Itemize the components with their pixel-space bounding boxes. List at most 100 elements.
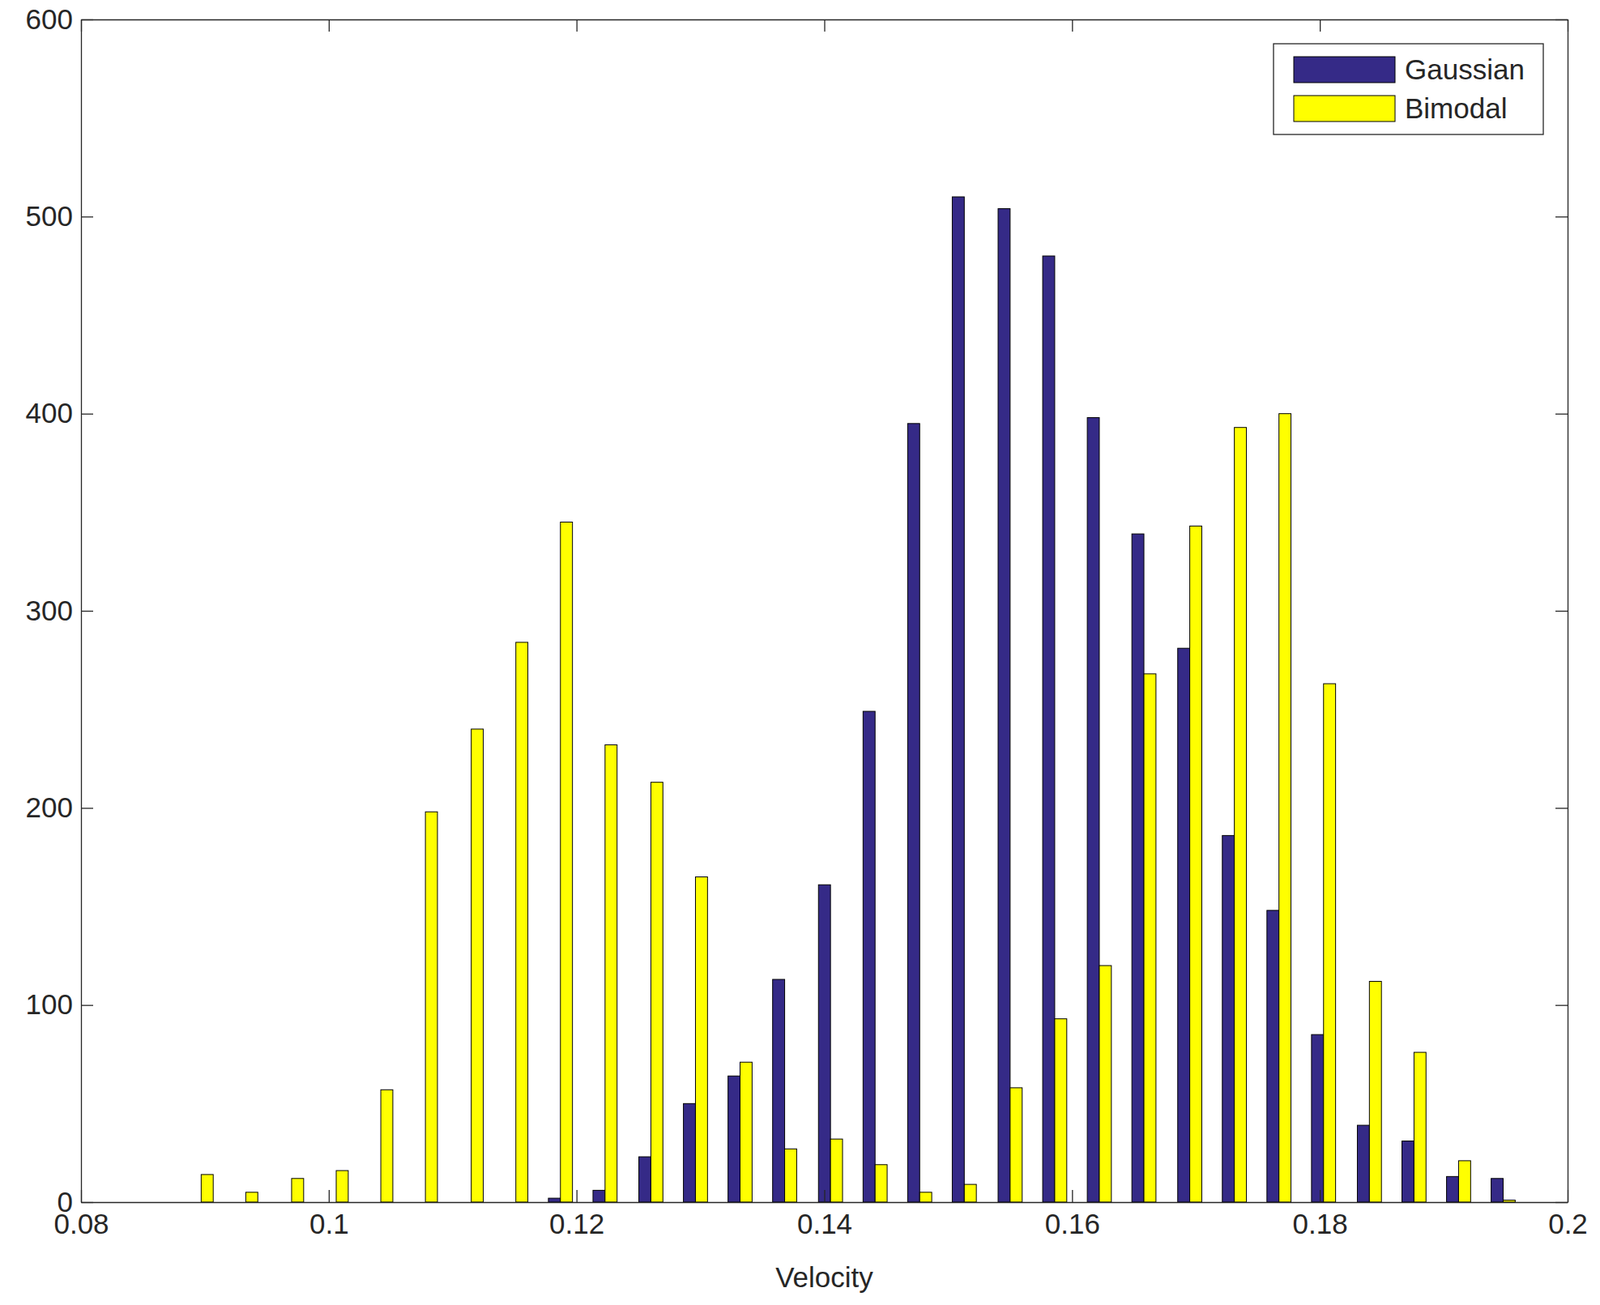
bar: [998, 209, 1011, 1203]
tick: 600: [25, 3, 94, 35]
tick-mark: [81, 413, 94, 415]
tick: 200: [25, 791, 94, 824]
tick-mark: [1071, 1190, 1073, 1203]
tick: [328, 19, 330, 32]
bar: [772, 979, 786, 1203]
tick: 0: [57, 1186, 94, 1218]
bar: [785, 1148, 798, 1203]
tick-label: 0.18: [1292, 1207, 1349, 1240]
tick-mark: [1319, 1190, 1321, 1203]
axis-line: [1567, 20, 1569, 1204]
bar: [1222, 835, 1235, 1203]
tick: [1555, 1202, 1568, 1204]
bar: [560, 522, 573, 1204]
bar: [830, 1139, 843, 1203]
bar: [1177, 648, 1191, 1203]
tick: 300: [25, 594, 94, 627]
bar: [907, 423, 920, 1203]
bar: [818, 884, 831, 1203]
tick-mark: [1555, 1202, 1568, 1204]
bar: [1190, 525, 1203, 1203]
tick-mark: [81, 1005, 94, 1007]
bar: [1413, 1052, 1426, 1203]
x-axis-title: Velocity: [775, 1261, 874, 1293]
bar: [1356, 1125, 1370, 1203]
bar: [1131, 533, 1144, 1203]
tick-mark: [81, 1202, 94, 1204]
tick-mark: [1555, 19, 1568, 21]
bar: [1267, 910, 1280, 1203]
tick-label: 100: [25, 988, 73, 1020]
axis-line: [81, 1202, 1569, 1204]
bar: [593, 1190, 606, 1203]
bar: [862, 711, 875, 1203]
bar: [1042, 256, 1055, 1203]
bar: [200, 1174, 214, 1203]
tick-mark: [576, 1190, 578, 1203]
tick: [1555, 610, 1568, 612]
tick-label: 0.14: [797, 1207, 853, 1240]
tick-mark: [81, 19, 94, 21]
tick: 0.1: [309, 1190, 350, 1240]
bar: [728, 1075, 741, 1203]
legend: Gaussian Bimodal: [1273, 43, 1544, 135]
tick: [1071, 19, 1073, 32]
tick-mark: [328, 19, 330, 32]
bar: [548, 1198, 561, 1203]
x-axis: 0.080.10.120.140.160.180.2: [53, 1190, 1588, 1240]
legend-swatch: [1293, 56, 1396, 83]
bar: [1234, 427, 1247, 1203]
bar: [650, 782, 663, 1203]
bar: [639, 1156, 652, 1203]
tick-mark: [81, 216, 94, 218]
tick-mark: [328, 1190, 330, 1203]
tick: [824, 19, 826, 32]
bar: [245, 1192, 258, 1203]
tick: [1555, 216, 1568, 218]
tick-mark: [81, 610, 94, 612]
tick: 500: [25, 200, 94, 232]
tick: [1319, 19, 1321, 32]
bar: [471, 729, 484, 1203]
tick: 0.12: [549, 1190, 605, 1240]
plot-area: [81, 19, 1568, 1203]
tick-mark: [1071, 19, 1073, 32]
legend-label: Bimodal: [1404, 92, 1507, 124]
bar: [291, 1178, 304, 1203]
bar: [1054, 1019, 1067, 1203]
bar: [1087, 418, 1100, 1203]
tick-label: 0.16: [1045, 1207, 1101, 1240]
bar: [1099, 965, 1112, 1203]
tick: [576, 19, 578, 32]
legend-label: Gaussian: [1404, 53, 1525, 86]
bar: [1502, 1200, 1515, 1203]
tick: 0.14: [797, 1190, 853, 1240]
tick-mark: [1555, 807, 1568, 809]
bar: [425, 811, 438, 1203]
bar: [964, 1184, 977, 1203]
bar: [516, 642, 529, 1203]
bar: [1491, 1178, 1504, 1203]
tick: 100: [25, 988, 94, 1020]
x-axis-top: [81, 19, 1569, 32]
tick-label: 500: [25, 200, 73, 232]
tick-label: 200: [25, 791, 73, 824]
bar: [1446, 1176, 1460, 1203]
tick: [1555, 1005, 1568, 1007]
tick-label: 0.12: [549, 1207, 605, 1240]
legend-box: [1273, 43, 1544, 135]
bar: [1458, 1160, 1471, 1203]
tick-mark: [576, 19, 578, 32]
bar: [1279, 413, 1292, 1203]
tick: 400: [25, 396, 94, 429]
tick-label: 0: [57, 1186, 73, 1218]
tick-mark: [1555, 610, 1568, 612]
y-axis-right: [1555, 20, 1569, 1204]
tick: [1555, 19, 1568, 21]
tick-mark: [1555, 413, 1568, 415]
tick-mark: [1319, 19, 1321, 32]
tick: [1555, 413, 1568, 415]
tick-label: 300: [25, 594, 73, 627]
bar: [1402, 1141, 1415, 1203]
tick: 0.18: [1292, 1190, 1349, 1240]
